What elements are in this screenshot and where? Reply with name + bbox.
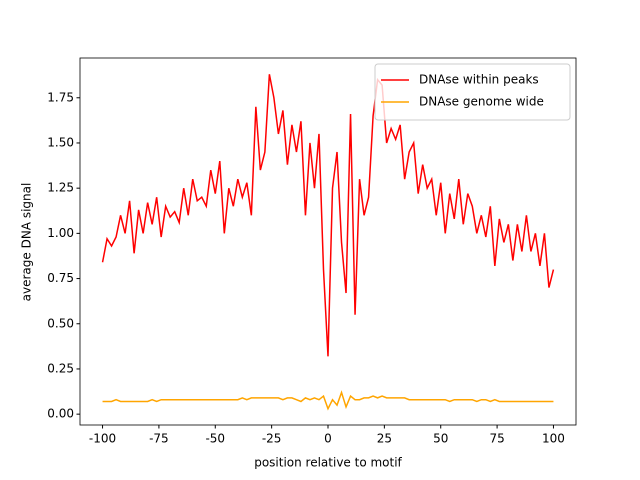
y-axis-label: average DNA signal — [20, 183, 34, 302]
legend-label: DNAse within peaks — [419, 73, 539, 87]
x-tick-label: 100 — [542, 432, 565, 446]
x-tick-label: 50 — [433, 432, 448, 446]
y-tick-label: 1.00 — [47, 226, 74, 240]
y-tick-label: 1.75 — [47, 90, 74, 104]
x-tick-label: 75 — [489, 432, 504, 446]
y-tick-label: 0.25 — [47, 361, 74, 375]
x-tick-label: -25 — [262, 432, 282, 446]
legend-frame — [374, 63, 571, 121]
x-axis-label: position relative to motif — [254, 456, 402, 470]
x-tick-label: 0 — [324, 432, 332, 446]
legend-label: DNAse genome wide — [419, 95, 544, 109]
x-tick-label: 25 — [377, 432, 392, 446]
y-tick-label: 1.25 — [47, 181, 74, 195]
y-tick-label: 1.50 — [47, 135, 74, 149]
y-tick-label: 0.50 — [47, 316, 74, 330]
x-tick-label: -75 — [149, 432, 169, 446]
x-tick-label: -50 — [205, 432, 225, 446]
x-tick-label: -100 — [89, 432, 116, 446]
y-tick-label: 0.75 — [47, 271, 74, 285]
data-line — [101, 74, 555, 357]
y-tick-label: 0.00 — [47, 407, 74, 421]
data-line — [102, 390, 554, 411]
